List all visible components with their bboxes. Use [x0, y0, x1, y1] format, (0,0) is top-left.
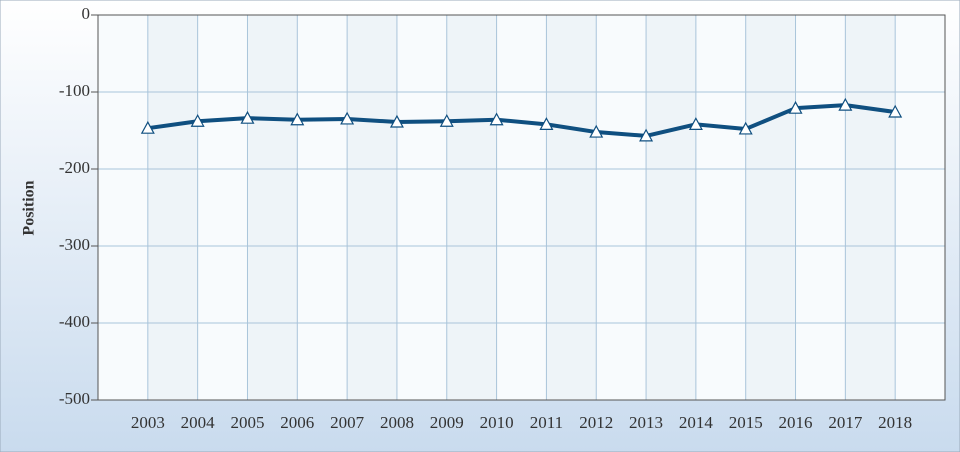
y-axis-label: Position	[21, 180, 38, 235]
x-tick-label: 2014	[679, 413, 714, 432]
marker	[240, 110, 255, 124]
column-band	[247, 15, 298, 400]
marker	[688, 117, 703, 130]
column-band	[446, 15, 497, 400]
marker	[489, 112, 504, 126]
marker	[290, 112, 305, 126]
column-band	[147, 15, 198, 400]
marker	[589, 124, 604, 138]
x-tick-label: 2011	[530, 413, 563, 432]
marker	[389, 114, 404, 128]
x-tick-label: 2003	[131, 413, 165, 432]
column-band	[546, 15, 597, 400]
marker	[838, 97, 853, 111]
marker	[539, 117, 554, 130]
x-tick-label: 2007	[330, 413, 365, 432]
column-band	[845, 15, 896, 400]
x-tick-label: 2018	[878, 413, 912, 432]
marker	[738, 121, 753, 135]
x-tick-label: 2005	[230, 413, 264, 432]
y-tick-label: -400	[59, 312, 90, 331]
column-band	[347, 15, 397, 400]
y-tick-label: -500	[59, 389, 90, 408]
line	[147, 103, 896, 138]
column-band	[745, 15, 796, 400]
x-tick-label: 2009	[430, 413, 464, 432]
x-tick-label: 2015	[729, 413, 763, 432]
plot-area	[98, 15, 945, 400]
marker	[439, 114, 454, 127]
x-tick-label: 2017	[828, 413, 863, 432]
marker	[788, 100, 803, 114]
y-tick-label: -100	[59, 81, 90, 100]
x-tick-label: 2016	[779, 413, 813, 432]
marker	[340, 111, 355, 125]
plot-border	[97, 14, 946, 401]
x-tick-label: 2006	[280, 413, 314, 432]
x-tick-label: 2004	[181, 413, 216, 432]
y-tick-label: -200	[59, 158, 90, 177]
marker	[639, 128, 654, 142]
marker	[888, 104, 903, 118]
x-tick-label: 2012	[579, 413, 613, 432]
marker	[140, 120, 155, 134]
y-tick-label: 0	[82, 4, 91, 23]
x-tick-label: 2010	[480, 413, 514, 432]
y-tick-label: -300	[59, 235, 90, 254]
x-tick-label: 2013	[629, 413, 663, 432]
marker	[190, 114, 205, 127]
column-band	[646, 15, 696, 400]
x-tick-label: 2008	[380, 413, 414, 432]
